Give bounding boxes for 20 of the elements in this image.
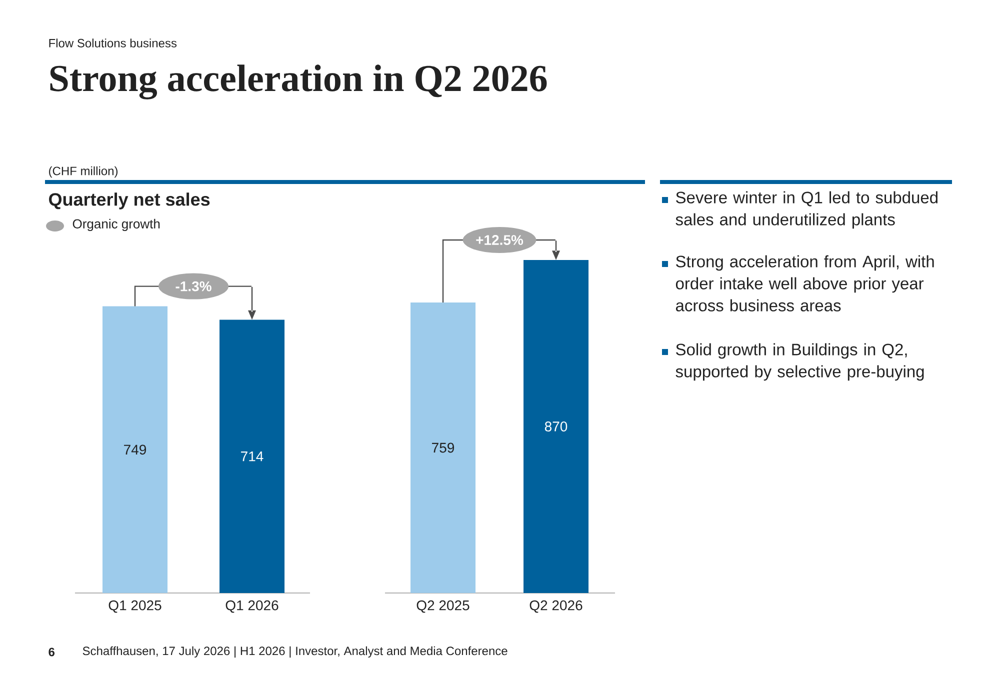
text: 6 (48, 648, 55, 656)
text: Strong acceleration from April, with order intake well above prior year across business areas (676, 255, 934, 312)
text: Organic growth (72, 218, 160, 232)
text: Solid growth in Buildings in Q2, supported by selective pre-buying (676, 343, 924, 381)
data-label: 759 (432, 442, 454, 453)
data-label: 714 (241, 452, 264, 462)
x-tick-label: Q2 2026 (530, 600, 582, 613)
text: Severe winter in Q1 led to subdued sales and underutilized plants (676, 191, 938, 229)
text: -1.3% (176, 281, 212, 292)
x-tick-label: Q2 2025 (416, 600, 470, 613)
text: (CHF million) (49, 166, 118, 178)
x-tick-label: Q1 2025 (108, 600, 162, 613)
text: Schaffhausen, 17 July 2026 | H1 2026 | Investor, Analyst and Media Conference (82, 646, 508, 658)
text: Flow Solutions business (49, 38, 177, 48)
data-label: 870 (544, 422, 568, 432)
x-tick-label: Q1 2026 (226, 600, 278, 613)
chart-title: Strong acceleration in Q2 2026 (50, 64, 547, 100)
chart-subtitle: Quarterly net sales (49, 192, 210, 210)
data-label: 749 (124, 444, 146, 455)
text: +12.5% (476, 235, 524, 245)
